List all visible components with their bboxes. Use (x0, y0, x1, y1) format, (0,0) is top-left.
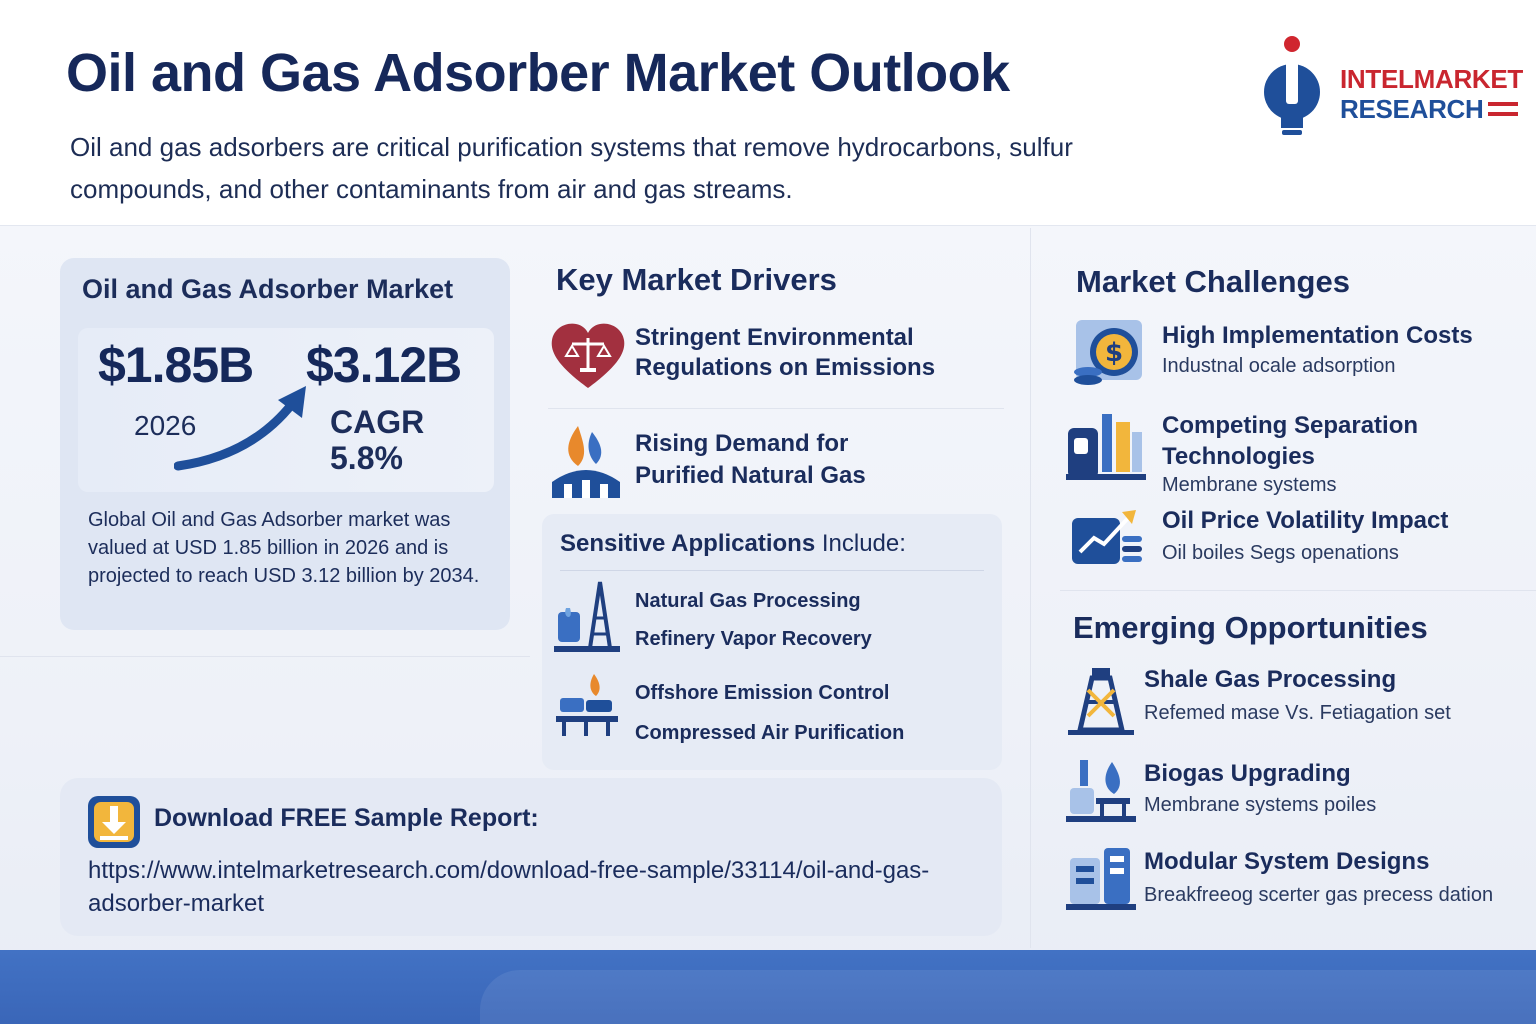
opportunity-3-sub: Breakfreeog scerter gas precess dation (1144, 884, 1494, 906)
opportunity-2-sub: Membrane systems poiles (1144, 794, 1377, 816)
start-value: $1.85B (98, 337, 254, 393)
download-card: Download FREE Sample Report: https://www… (60, 778, 1002, 936)
market-card-title: Oil and Gas Adsorber Market (82, 274, 454, 304)
modular-plant-icon (1066, 848, 1136, 910)
logo-text-intelmarket: INTELMARKET (1340, 64, 1524, 94)
gas-flame-plant-icon (552, 426, 620, 498)
market-description: Global Oil and Gas Adsorber market was v… (88, 509, 480, 587)
footer-band (0, 950, 1536, 1024)
challenge-1-sub: Industnal ocale adsorption (1162, 355, 1396, 377)
challenge-3-sub: Oil boiles Segs openations (1162, 542, 1399, 564)
opportunity-1-sub: Refemed mase Vs. Fetiagation set (1144, 702, 1451, 724)
application-3: Offshore Emission Control (635, 682, 890, 704)
brand-logo[interactable]: INTELMARKET RESEARCH (1262, 34, 1524, 144)
logo-stripes-2 (1488, 112, 1518, 116)
dollar-coin-icon: $ (1074, 320, 1142, 385)
lightbulb-logo-icon (1264, 36, 1320, 135)
opportunity-1-title: Shale Gas Processing (1144, 666, 1397, 693)
left-divider (0, 656, 530, 657)
download-link[interactable]: https://www.intelmarketresearch.com/down… (88, 857, 930, 917)
driver-2-line1: Rising Demand for (635, 430, 849, 457)
drivers-divider (548, 408, 1004, 409)
chart-trend-icon (1072, 510, 1142, 564)
drivers-title: Key Market Drivers (556, 262, 837, 297)
page-title: Oil and Gas Adsorber Market Outlook (66, 43, 1010, 103)
challenge-1-title: High Implementation Costs (1162, 322, 1473, 349)
applications-title: Sensitive Applications Include: (560, 530, 906, 558)
opportunities-title: Emerging Opportunities (1073, 610, 1428, 645)
application-1: Natural Gas Processing (635, 590, 861, 612)
challenge-2-title: Competing Separation Technologies (1162, 412, 1419, 470)
challenge-2-sub: Membrane systems (1162, 474, 1337, 496)
opportunity-3-title: Modular System Designs (1144, 848, 1430, 875)
industrial-tanks-icon (1066, 414, 1146, 480)
challenges-title: Market Challenges (1076, 264, 1350, 299)
market-size-card: Oil and Gas Adsorber Market $1.85B $3.12… (60, 258, 510, 630)
start-year: 2026 (134, 410, 197, 441)
driver-1-line2: Regulations on Emissions (635, 354, 936, 381)
application-4: Compressed Air Purification (635, 722, 905, 744)
oil-derrick-icon (1068, 668, 1134, 735)
driver-2-line2: Purified Natural Gas (635, 462, 866, 489)
applications-title-bold: Sensitive Applications (560, 530, 816, 557)
header: Oil and Gas Adsorber Market Outlook Oil … (0, 0, 1536, 226)
application-2: Refinery Vapor Recovery (635, 628, 872, 650)
column-divider (1030, 228, 1031, 948)
applications-card: Sensitive Applications Include: Natural … (542, 514, 1002, 770)
scales-heart-icon (551, 323, 625, 388)
market-values-panel: $1.85B $3.12B 2026 CAGR 5.8% (78, 328, 494, 492)
svg-text:$: $ (1105, 338, 1123, 368)
driver-1-line1: Stringent Environmental (635, 324, 914, 351)
end-value: $3.12B (306, 337, 462, 393)
challenge-3-title: Oil Price Volatility Impact (1162, 507, 1449, 534)
cagr-label: CAGR (330, 404, 425, 440)
biogas-flame-icon (1066, 760, 1136, 822)
footer-highlight (480, 970, 1536, 1024)
applications-divider (560, 570, 984, 571)
applications-title-rest: Include: (815, 530, 906, 557)
opportunity-2-title: Biogas Upgrading (1144, 760, 1351, 787)
download-icon[interactable] (88, 796, 140, 848)
growth-arrow-icon (174, 386, 306, 471)
logo-stripes (1488, 102, 1518, 106)
offshore-platform-icon (556, 674, 618, 736)
download-title: Download FREE Sample Report: (154, 804, 539, 832)
logo-text-research: RESEARCH (1340, 94, 1484, 124)
page-subtitle: Oil and gas adsorbers are critical purif… (70, 132, 1073, 204)
challenges-divider (1060, 590, 1536, 591)
cagr-value: 5.8% (330, 440, 403, 476)
gas-processing-tower-icon (554, 581, 620, 652)
